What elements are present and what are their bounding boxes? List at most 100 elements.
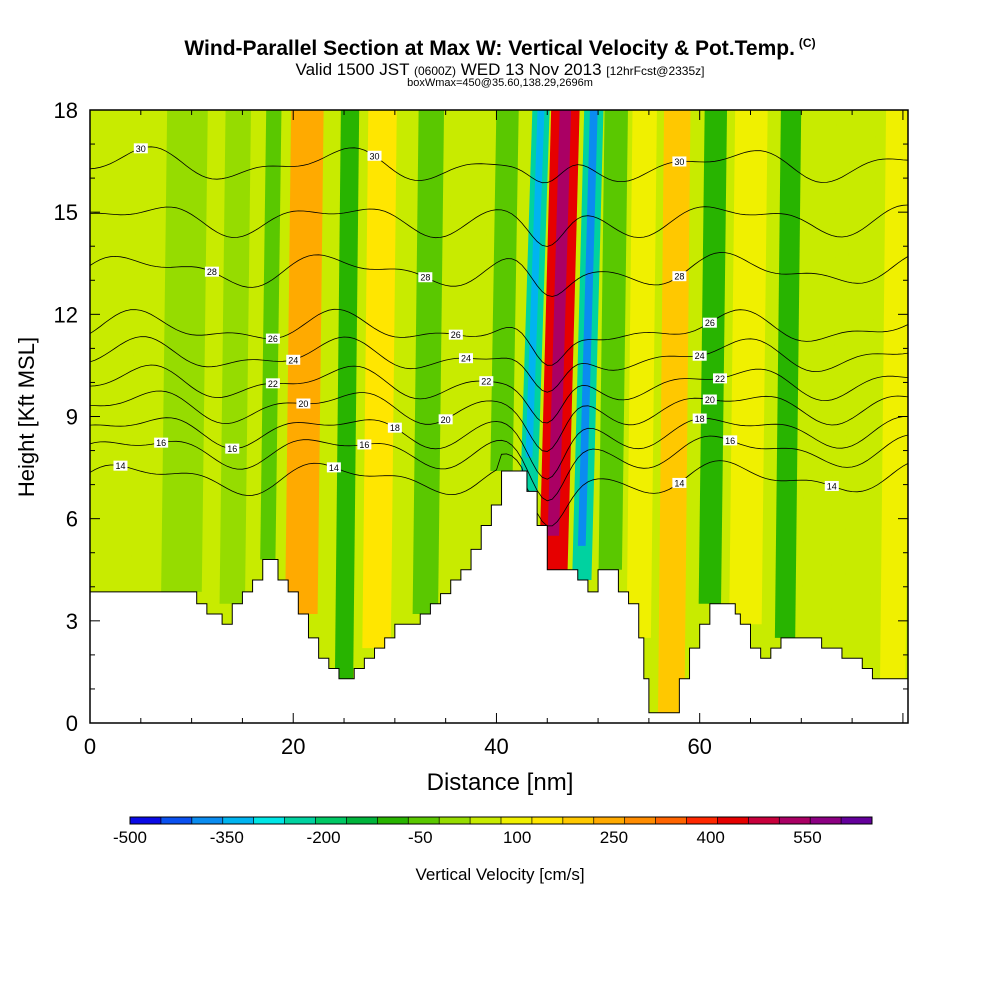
velocity-band: [598, 110, 628, 570]
velocity-band-core: [525, 110, 545, 458]
isentrope-label-box: [225, 443, 240, 454]
isentrope-label: 20: [441, 415, 451, 425]
colorbar-tick-label: 400: [697, 828, 725, 847]
isentrope-line: [90, 364, 908, 424]
isentrope-label: 30: [136, 144, 146, 154]
colorbar-swatch: [130, 817, 162, 824]
velocity-band: [802, 110, 837, 638]
terrain: [89, 470, 909, 724]
isentrope-line: [90, 453, 908, 527]
isentrope-label-box: [387, 422, 402, 433]
colorbar-swatch: [253, 817, 285, 824]
isentrope-label-box: [418, 272, 433, 283]
isentrope-label-box: [692, 350, 707, 361]
isentrope-label: 20: [298, 399, 308, 409]
isentrope-line: [90, 308, 908, 366]
velocity-band-core: [547, 110, 572, 536]
x-tick-label: 0: [84, 734, 96, 759]
colorbar-swatch: [439, 817, 471, 824]
velocity-band: [490, 110, 519, 471]
isentrope-label-box: [367, 150, 382, 161]
isentrope-label: 26: [451, 330, 461, 340]
isentrope-label-box: [286, 354, 301, 365]
isentrope-label-box: [448, 329, 463, 340]
valid-prefix: Valid 1500 JST: [295, 60, 410, 79]
colorbar-swatch: [779, 817, 811, 824]
y-tick-label: 15: [54, 200, 78, 225]
x-tick-label: 20: [281, 734, 305, 759]
isentrope-line: [90, 336, 908, 393]
isentrope-label-box: [672, 156, 687, 167]
isentrope-label: 20: [705, 395, 715, 405]
velocity-band: [412, 110, 445, 615]
isentrope-label-box: [265, 333, 280, 344]
y-tick-label: 0: [66, 711, 78, 736]
colorbar-swatch: [160, 817, 193, 824]
velocity-band: [626, 110, 657, 638]
isentrope-label: 24: [461, 354, 471, 364]
colorbar-label: Vertical Velocity [cm/s]: [415, 865, 584, 884]
y-tick-label: 6: [66, 507, 78, 532]
colorbar: -500 -350 -200 -50 100 250 400 550: [113, 816, 873, 847]
colorbar-swatch: [531, 817, 564, 824]
isentrope-label: 22: [481, 377, 491, 387]
velocity-band: [774, 110, 802, 638]
chart-title-text: Wind-Parallel Section at Max W: Vertical…: [184, 37, 795, 60]
axes: 0 20 40 60 0 3 6 9 12 15 18: [54, 98, 908, 759]
isentrope-label: 18: [695, 414, 705, 424]
isentrope-label-box: [713, 373, 728, 384]
y-tick-label: 18: [54, 98, 78, 123]
valid-utc: (0600Z): [413, 64, 456, 78]
velocity-band: [446, 110, 488, 570]
colorbar-swatch: [346, 817, 378, 824]
isentrope-label: 26: [268, 334, 278, 344]
velocity-band: [285, 110, 324, 615]
isentrope-label-box: [824, 480, 839, 491]
isentrope-label: 18: [390, 423, 400, 433]
valid-date: WED 13 Nov 2013: [460, 60, 602, 79]
isentrope-label-box: [692, 413, 707, 424]
colorbar-swatch: [222, 817, 254, 824]
isentrope-label: 16: [725, 436, 735, 446]
velocity-band: [844, 110, 876, 659]
isentrope-label-box: [133, 143, 148, 154]
velocity-band: [658, 110, 691, 713]
isentrope-label: 26: [705, 318, 715, 328]
colorbar-swatch: [624, 817, 656, 824]
isentrope-label: 14: [115, 461, 125, 471]
chart-title: Wind-Parallel Section at Max W: Vertical…: [0, 36, 1000, 61]
isentrope-label-box: [723, 435, 738, 446]
isentrope-label-box: [702, 394, 717, 405]
isentrope-label: 30: [370, 151, 380, 161]
isentrope-label: 16: [156, 438, 166, 448]
colorbar-swatch: [284, 817, 316, 824]
colorbar-tick-label: 100: [503, 828, 531, 847]
colorbar-tick-label: -500: [113, 828, 147, 847]
velocity-band: [334, 110, 360, 679]
colorbar-tick-label: -350: [210, 828, 244, 847]
x-tick-label: 40: [484, 734, 508, 759]
colorbar-tick-label: 550: [793, 828, 821, 847]
velocity-band: [90, 110, 137, 592]
velocity-band: [161, 110, 208, 592]
isentrope-label: 30: [674, 157, 684, 167]
y-tick-label: 12: [54, 302, 78, 327]
colorbar-tick-label: -50: [408, 828, 433, 847]
velocity-band: [698, 110, 728, 604]
isentrope-lines: [90, 146, 908, 527]
colorbar-frame: [129, 816, 873, 825]
velocity-band: [362, 110, 397, 649]
colorbar-swatch: [562, 817, 595, 824]
isentrope-label: 16: [359, 440, 369, 450]
colorbar-swatch: [593, 817, 625, 824]
colorbar-swatch: [810, 817, 842, 824]
isentrope-label: 14: [329, 463, 339, 473]
isentrope-label: 28: [674, 272, 684, 282]
isentrope-label: 16: [227, 444, 237, 454]
isentrope-label: 28: [207, 267, 217, 277]
isentrope-label-box: [265, 378, 280, 389]
x-tick-label: 60: [687, 734, 711, 759]
forecast-info: [12hrFcst@2335z]: [606, 64, 705, 78]
